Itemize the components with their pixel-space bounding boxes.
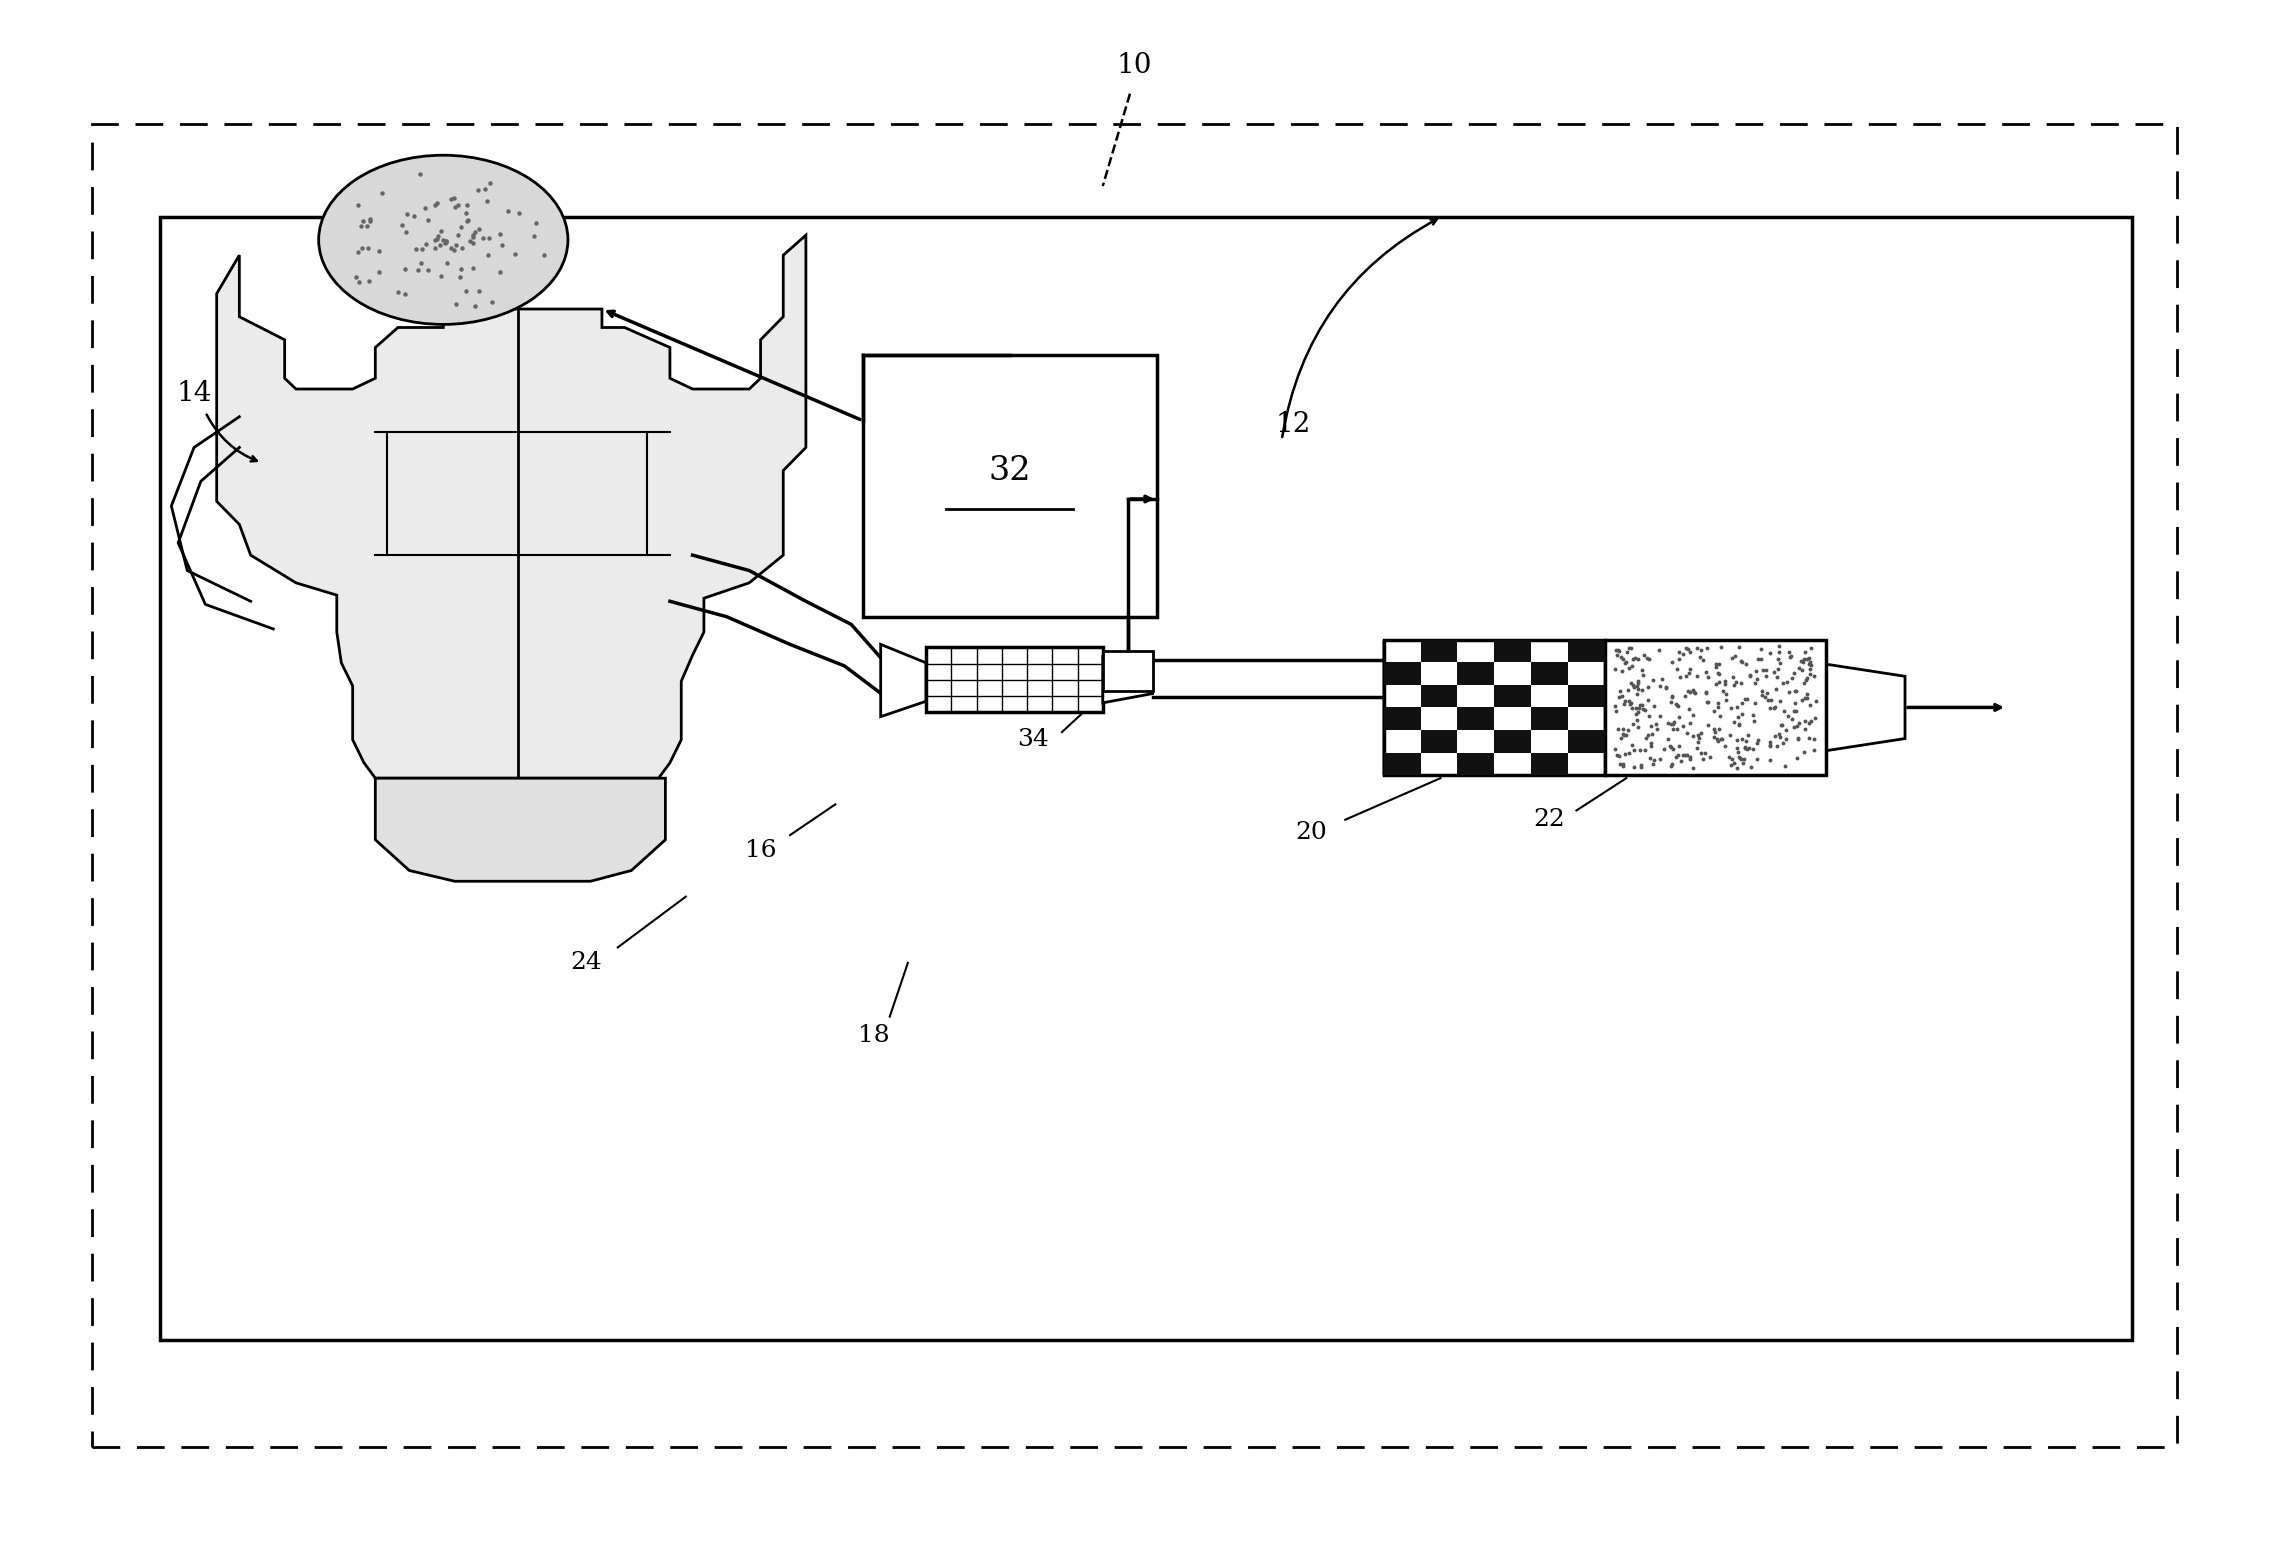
Bar: [1568, 640, 1604, 663]
Bar: [1420, 640, 1457, 663]
Text: 10: 10: [1116, 52, 1153, 80]
Polygon shape: [1103, 656, 1153, 703]
Bar: [862, 354, 1157, 616]
Polygon shape: [880, 644, 926, 717]
Bar: [1457, 663, 1495, 684]
Bar: [1384, 752, 1420, 775]
Bar: [1495, 640, 1532, 663]
Bar: [1420, 684, 1457, 707]
Bar: [1384, 663, 1420, 684]
Bar: [1532, 707, 1568, 730]
Bar: [1532, 663, 1568, 684]
Bar: [1103, 650, 1153, 690]
Bar: [161, 217, 2131, 1339]
Text: 20: 20: [1296, 820, 1327, 843]
Text: 32: 32: [989, 455, 1030, 487]
Bar: [1457, 707, 1495, 730]
Text: 16: 16: [744, 838, 776, 861]
Bar: [926, 647, 1103, 712]
Polygon shape: [1827, 664, 1906, 750]
Bar: [1568, 684, 1604, 707]
Polygon shape: [216, 236, 805, 778]
Text: 34: 34: [1017, 729, 1048, 750]
Bar: [1457, 752, 1495, 775]
Bar: [1568, 730, 1604, 752]
Bar: [1495, 684, 1532, 707]
Text: 14: 14: [177, 381, 211, 407]
Text: 24: 24: [570, 951, 601, 974]
Bar: [1495, 730, 1532, 752]
Text: 22: 22: [1534, 807, 1566, 831]
Bar: [1384, 707, 1420, 730]
Circle shape: [318, 156, 567, 325]
Bar: [93, 125, 2176, 1447]
Bar: [1420, 730, 1457, 752]
Polygon shape: [374, 778, 665, 881]
Bar: [1532, 752, 1568, 775]
Bar: [1384, 640, 1604, 775]
Text: 12: 12: [1275, 411, 1311, 438]
Bar: [1604, 640, 1827, 775]
Text: 18: 18: [858, 1023, 889, 1046]
